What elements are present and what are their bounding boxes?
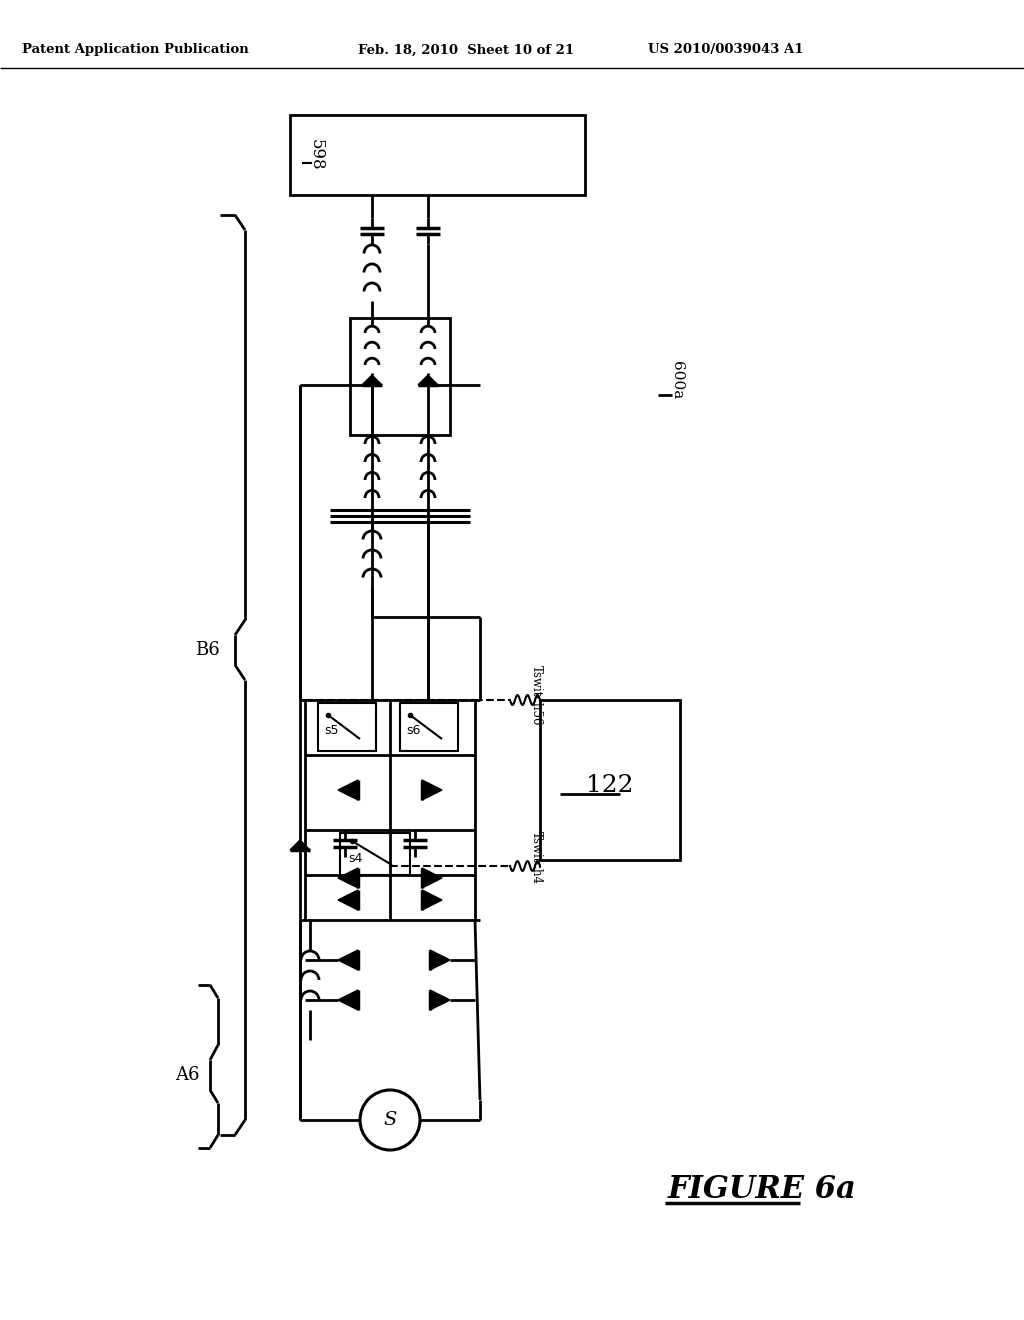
Bar	[340, 833, 410, 875]
Text: A6: A6	[175, 1067, 200, 1084]
Text: 600a: 600a	[670, 360, 684, 399]
Polygon shape	[338, 890, 358, 909]
Bar	[318, 704, 376, 751]
Polygon shape	[422, 890, 442, 909]
Bar	[305, 700, 475, 920]
Bar	[540, 700, 680, 861]
Text: s4: s4	[348, 851, 362, 865]
Polygon shape	[418, 375, 438, 385]
Bar	[400, 704, 458, 751]
Polygon shape	[338, 990, 358, 1010]
Polygon shape	[430, 950, 450, 970]
Text: s5: s5	[324, 725, 339, 738]
Text: S: S	[383, 1111, 396, 1129]
Polygon shape	[338, 780, 358, 800]
Polygon shape	[362, 375, 382, 385]
Polygon shape	[422, 869, 442, 888]
Bar	[290, 115, 585, 195]
Text: FIGURE 6a: FIGURE 6a	[668, 1175, 857, 1205]
Text: Tswitch4: Tswitch4	[530, 832, 543, 884]
Text: Feb. 18, 2010  Sheet 10 of 21: Feb. 18, 2010 Sheet 10 of 21	[358, 44, 574, 57]
Bar	[350, 318, 450, 436]
Polygon shape	[338, 869, 358, 888]
Text: Tswitch56: Tswitch56	[530, 665, 543, 726]
Text: 122: 122	[587, 774, 634, 796]
Text: US 2010/0039043 A1: US 2010/0039043 A1	[648, 44, 804, 57]
Polygon shape	[338, 950, 358, 970]
Text: s6: s6	[406, 725, 421, 738]
Polygon shape	[430, 990, 450, 1010]
Polygon shape	[290, 840, 310, 850]
Text: Patent Application Publication: Patent Application Publication	[22, 44, 249, 57]
Polygon shape	[422, 780, 442, 800]
Text: 598: 598	[308, 139, 325, 170]
Text: B6: B6	[195, 642, 220, 659]
